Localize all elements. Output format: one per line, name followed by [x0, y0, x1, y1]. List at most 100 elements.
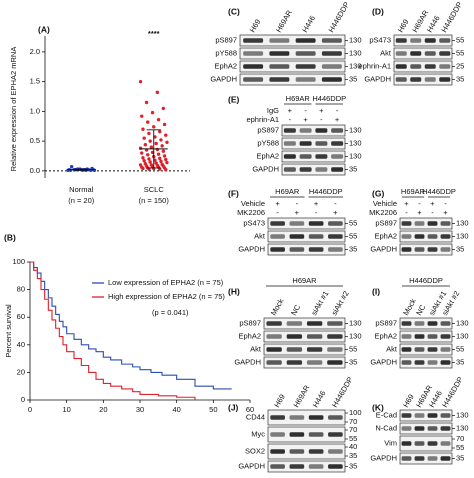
- band: [315, 141, 328, 146]
- panel-label: (J): [228, 402, 239, 412]
- band: [270, 221, 285, 226]
- band: [414, 456, 425, 461]
- band: [299, 167, 312, 172]
- data-point: [164, 167, 168, 172]
- band: [440, 360, 451, 365]
- marker-label: 35: [349, 461, 357, 470]
- legend-label: High expression of EPHA2 (n = 75): [108, 292, 225, 301]
- panel-label: (G): [372, 188, 384, 198]
- data-point: [138, 146, 143, 150]
- marker-label: 55: [456, 48, 464, 57]
- band: [440, 247, 451, 252]
- x-tick-label: 60: [246, 405, 254, 414]
- band: [308, 432, 324, 437]
- treatment-label: Vehicle: [241, 199, 265, 208]
- marker-label: 35: [456, 453, 464, 462]
- panel-label: (E): [228, 94, 240, 104]
- marker-label: 35: [349, 357, 357, 366]
- lane-label: Mock: [269, 297, 286, 317]
- band: [289, 449, 305, 454]
- survival-curve: [30, 261, 196, 400]
- band: [289, 415, 305, 420]
- data-point: [144, 100, 149, 105]
- data-point: [146, 120, 150, 124]
- band: [401, 441, 412, 446]
- group-label: H446DDP: [409, 276, 443, 285]
- band: [270, 415, 285, 420]
- band: [270, 449, 285, 454]
- band: [243, 77, 264, 82]
- row-label: Akt: [250, 344, 262, 353]
- marker-label: 130: [349, 61, 362, 70]
- band: [440, 234, 451, 239]
- band: [295, 38, 316, 43]
- marker-label: 55: [456, 443, 464, 452]
- row-label: EphA2: [374, 331, 397, 340]
- x-tick-label: 0: [28, 405, 32, 414]
- band: [401, 426, 412, 431]
- category-note: (n = 150): [139, 196, 170, 205]
- band: [327, 347, 343, 352]
- band: [331, 128, 344, 133]
- panel-label: (B): [4, 232, 16, 242]
- band: [401, 456, 412, 461]
- band: [266, 334, 282, 339]
- lane-label: H446DDP: [330, 375, 355, 409]
- y-tick-label: 0.5: [30, 136, 40, 145]
- band: [286, 334, 303, 339]
- y-tick-label: 100: [12, 257, 25, 266]
- band: [286, 347, 303, 352]
- marker-label: 100: [349, 408, 362, 417]
- marker-label: 35: [456, 357, 464, 366]
- lane-label: H69: [248, 18, 263, 34]
- data-point: [147, 157, 151, 161]
- data-point: [142, 136, 146, 140]
- row-label: Akt: [380, 48, 392, 57]
- marker-label: 55: [349, 434, 357, 443]
- band: [308, 234, 324, 239]
- band: [331, 154, 344, 159]
- treatment-sign: -: [304, 106, 307, 115]
- band: [427, 426, 438, 431]
- treatment-label: Vehicle: [373, 199, 397, 208]
- treatment-sign: +: [443, 208, 448, 217]
- treatment-sign: -: [320, 115, 323, 124]
- treatment-sign: +: [314, 199, 319, 208]
- marker-label: 25: [456, 61, 464, 70]
- band: [283, 167, 296, 172]
- marker-label: 55: [456, 35, 464, 44]
- x-tick-label: SCLC: [144, 185, 165, 194]
- data-point: [146, 153, 150, 157]
- band: [440, 221, 451, 226]
- marker-label: 130: [456, 423, 469, 432]
- band: [308, 415, 324, 420]
- band: [283, 128, 296, 133]
- band: [427, 441, 438, 446]
- band: [289, 464, 305, 469]
- row-label: EphA2: [256, 151, 279, 160]
- band: [308, 464, 324, 469]
- row-label: CD44: [246, 412, 265, 421]
- row-label: pS897: [215, 35, 237, 44]
- row-label: GAPDH: [210, 74, 237, 83]
- data-point: [150, 110, 155, 115]
- y-tick-label: 1.0: [30, 106, 40, 115]
- band: [286, 360, 303, 365]
- marker-label: 130: [349, 48, 362, 57]
- band: [414, 334, 425, 339]
- band: [427, 334, 438, 339]
- treatment-sign: +: [417, 208, 422, 217]
- band: [427, 321, 438, 326]
- data-point: [156, 118, 161, 122]
- data-point: [141, 156, 145, 160]
- band: [427, 456, 438, 461]
- x-tick-label: 20: [99, 405, 107, 414]
- row-label: pY588: [215, 48, 237, 57]
- marker-label: 35: [349, 244, 357, 253]
- band: [410, 38, 422, 43]
- row-label: EphA2: [374, 231, 397, 240]
- row-label: ephrin-A1: [358, 61, 391, 70]
- band: [269, 77, 290, 82]
- band: [266, 321, 282, 326]
- panel-label: (H): [228, 286, 240, 296]
